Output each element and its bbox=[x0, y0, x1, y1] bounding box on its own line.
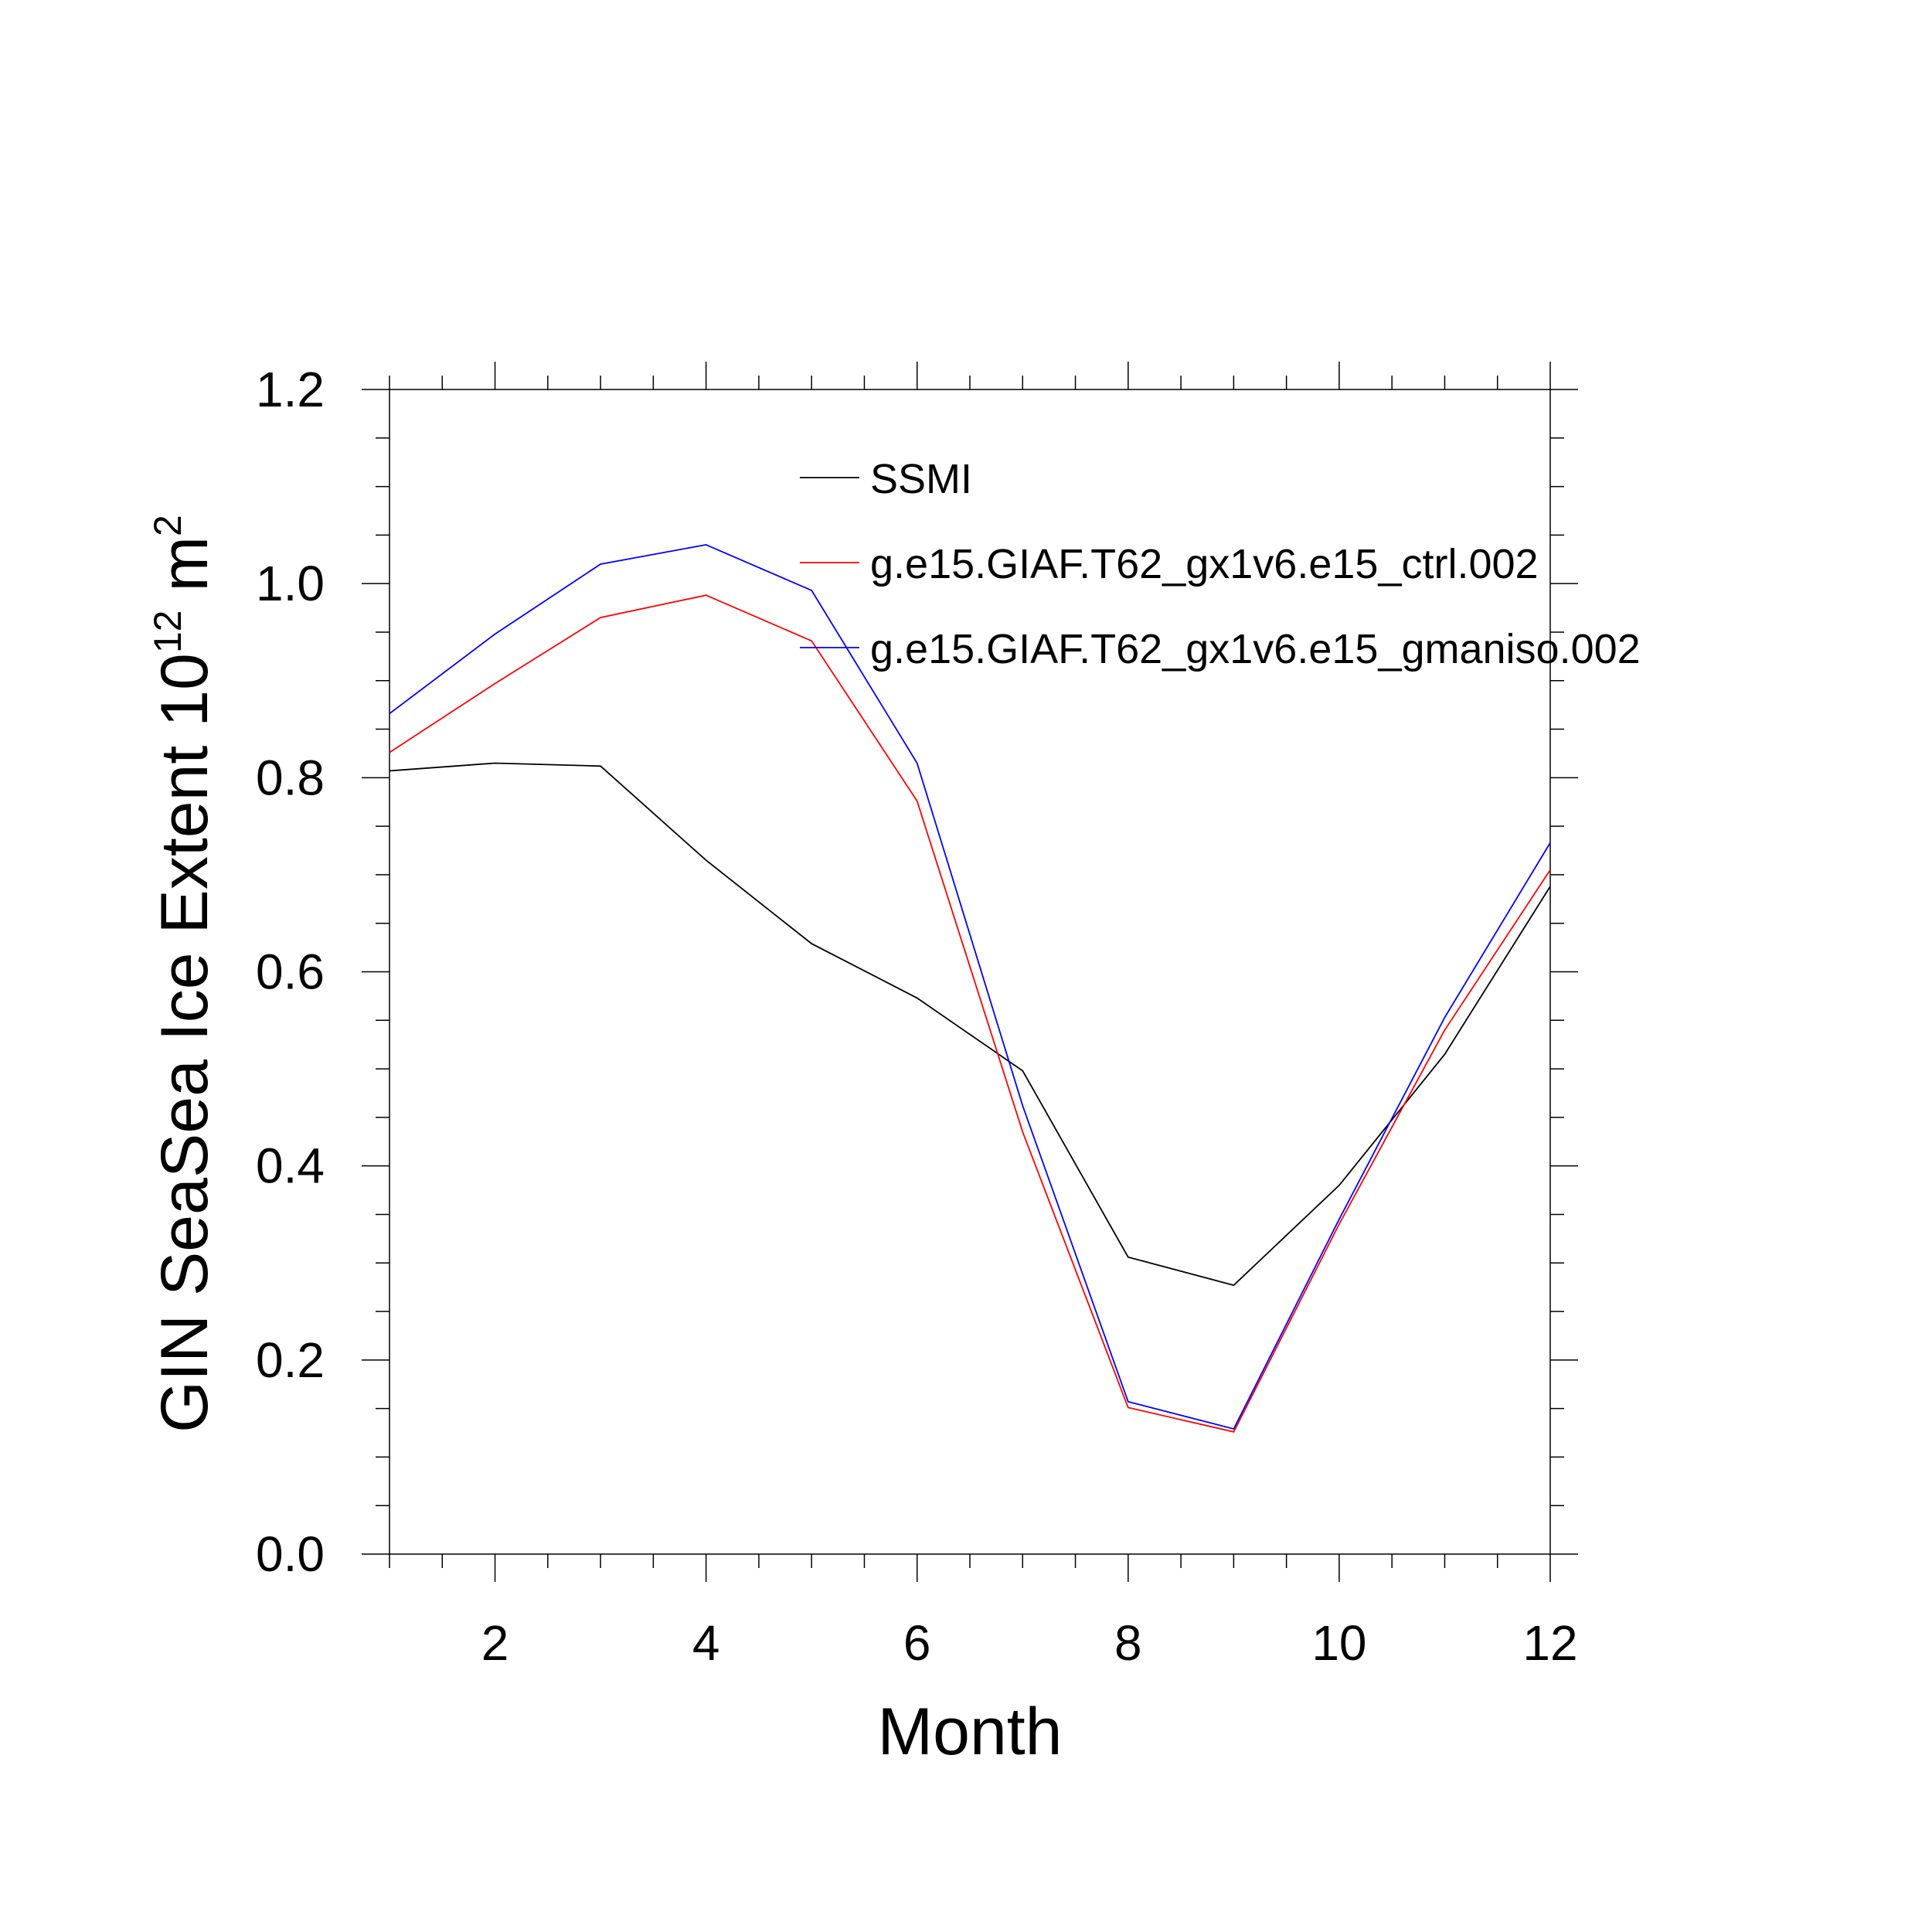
legend: SSMI g.e15.GIAF.T62_gx1v6.e15_ctrl.002 g.e… bbox=[800, 456, 1641, 672]
x-axis-label: Month bbox=[877, 1695, 1062, 1769]
y-axis-label-unit-exponent: 2 bbox=[146, 515, 189, 536]
axis-ticks bbox=[362, 362, 1578, 1582]
x-tick-label: 2 bbox=[481, 1615, 509, 1671]
legend-label: SSMI bbox=[870, 456, 972, 502]
y-axis-label-unit: m bbox=[148, 536, 222, 611]
data-series bbox=[389, 543, 1551, 1433]
x-tick-label: 4 bbox=[692, 1615, 720, 1671]
y-tick-label: 1.2 bbox=[256, 362, 325, 417]
y-tick-label: 0.2 bbox=[256, 1332, 325, 1388]
y-axis-label: GIN SeaSea Ice Extent 1012 m2 bbox=[146, 515, 222, 1433]
y-tick-label: 1.0 bbox=[256, 556, 325, 611]
y-axis-label-exponent: 12 bbox=[146, 611, 189, 654]
y-tick-labels: 0.0 0.2 0.4 0.6 0.8 1.0 1.2 bbox=[256, 362, 325, 1582]
y-tick-label: 0.4 bbox=[256, 1138, 325, 1194]
y-tick-label: 0.0 bbox=[256, 1526, 325, 1582]
y-axis-label-main: GIN SeaSea Ice Extent 10 bbox=[148, 653, 222, 1433]
x-tick-label: 6 bbox=[903, 1615, 931, 1671]
series-line-2 bbox=[389, 594, 1551, 1433]
x-tick-label: 10 bbox=[1311, 1615, 1366, 1671]
x-tick-labels: 2 4 6 8 10 12 bbox=[481, 1615, 1578, 1671]
series-line-1 bbox=[389, 762, 1551, 1287]
y-tick-label: 0.8 bbox=[256, 750, 325, 805]
legend-label: g.e15.GIAF.T62_gx1v6.e15_gmaniso.002 bbox=[870, 626, 1641, 672]
legend-label: g.e15.GIAF.T62_gx1v6.e15_ctrl.002 bbox=[870, 541, 1539, 587]
x-tick-label: 12 bbox=[1522, 1615, 1577, 1671]
series-line-3 bbox=[389, 543, 1551, 1430]
x-tick-label: 8 bbox=[1114, 1615, 1142, 1671]
y-tick-label: 0.6 bbox=[256, 944, 325, 1000]
